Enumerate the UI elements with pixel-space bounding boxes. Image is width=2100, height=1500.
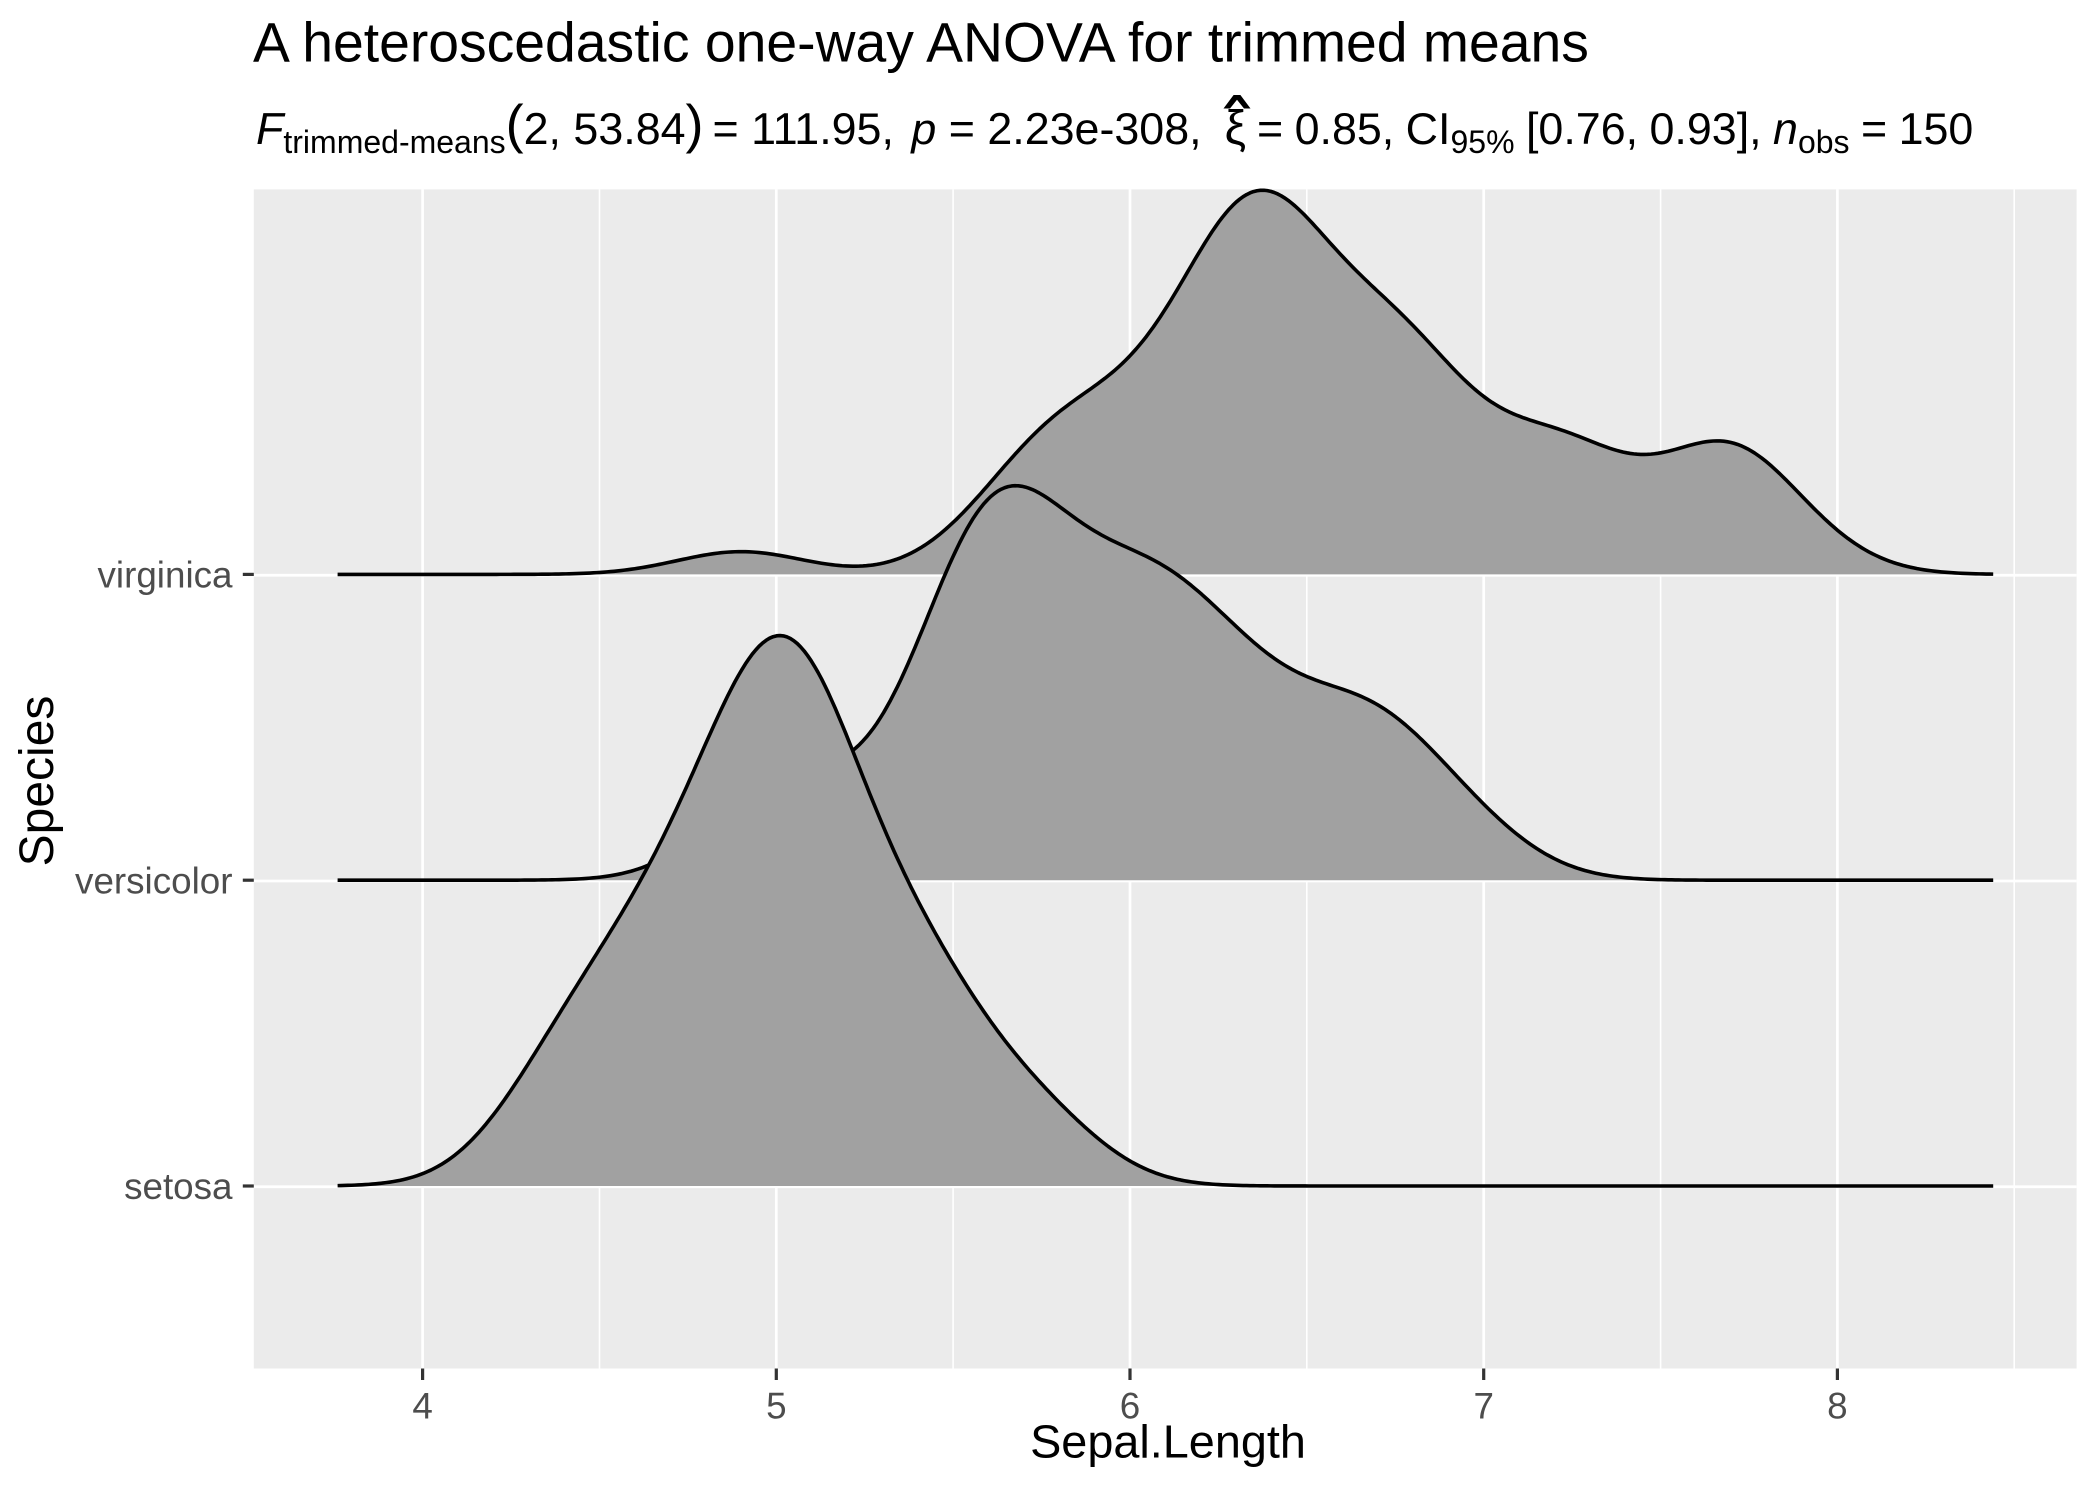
svg-text:versicolor: versicolor <box>75 860 232 901</box>
svg-text:7: 7 <box>1473 1386 1493 1427</box>
svg-text:Ftrimmed-means(2, 53.84) = 111: Ftrimmed-means(2, 53.84) = 111.95, p = 2… <box>256 95 1202 161</box>
svg-text:8: 8 <box>1827 1386 1847 1427</box>
svg-text:virginica: virginica <box>98 555 234 596</box>
svg-text:6: 6 <box>1120 1386 1140 1427</box>
svg-text:setosa: setosa <box>124 1166 233 1207</box>
svg-text:4: 4 <box>412 1386 432 1427</box>
svg-text:ξ: ξ <box>1225 102 1247 155</box>
svg-text:= 0.85, CI95% [0.76, 0.93], no: = 0.85, CI95% [0.76, 0.93], nobs = 150 <box>1257 104 1973 160</box>
svg-text:Species: Species <box>11 696 64 867</box>
svg-text:5: 5 <box>766 1386 786 1427</box>
svg-text:Sepal.Length: Sepal.Length <box>1030 1416 1306 1468</box>
svg-text:A heteroscedastic one-way ANOV: A heteroscedastic one-way ANOVA for trim… <box>253 12 1589 74</box>
